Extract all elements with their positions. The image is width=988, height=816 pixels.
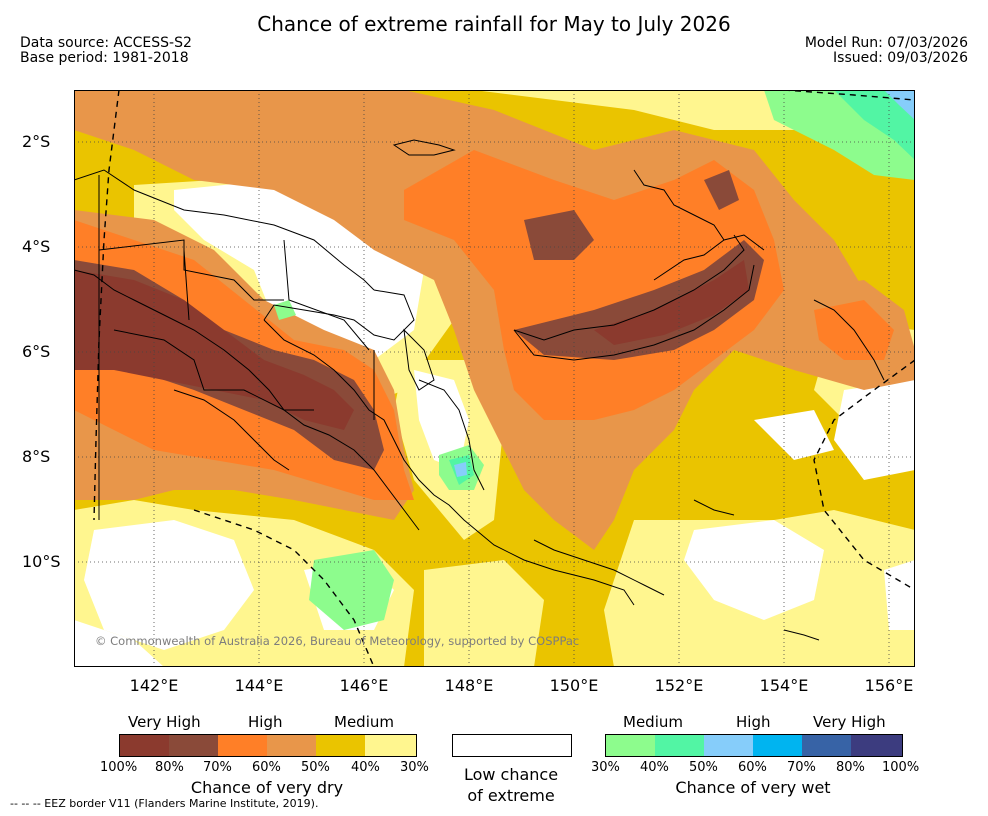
x-tick-142e: 142°E	[129, 676, 179, 695]
low-chance-line1: Low chance	[463, 765, 559, 784]
dry-pct-80: 80%	[155, 760, 184, 775]
wet-swatch-40-50	[655, 735, 704, 756]
wet-very-high-label: Very High	[813, 713, 886, 731]
dry-swatch-70-80	[169, 735, 218, 756]
dry-pct-100: 100%	[100, 760, 138, 775]
x-tick-150e: 150°E	[549, 676, 599, 695]
wet-pct-30: 30%	[591, 760, 620, 775]
data-source: Data source: ACCESS-S2	[20, 35, 192, 51]
wet-areas	[274, 90, 915, 630]
wet-high-label: High	[736, 713, 771, 731]
wet-swatch-70-80	[802, 735, 851, 756]
y-tick-6s: 6°S	[22, 342, 51, 361]
wet-medium-label: Medium	[623, 713, 683, 731]
dry-pct-60: 60%	[252, 760, 281, 775]
base-period: Base period: 1981-2018	[20, 50, 189, 66]
wet-pct-100: 100%	[882, 760, 920, 775]
y-tick-4s: 4°S	[22, 237, 51, 256]
x-tick-152e: 152°E	[654, 676, 704, 695]
y-tick-2s: 2°S	[22, 132, 51, 151]
dry-pct-70: 70%	[203, 760, 232, 775]
map-frame	[74, 90, 915, 667]
dry-swatch-30-40	[365, 735, 416, 756]
x-tick-144e: 144°E	[234, 676, 284, 695]
low-chance-line2: of extreme	[467, 786, 555, 805]
issued-date: Issued: 09/03/2026	[833, 50, 968, 66]
x-tick-148e: 148°E	[444, 676, 494, 695]
dry-swatch-40-50	[316, 735, 365, 756]
low-chance-caption: Low chance of extreme	[440, 764, 582, 806]
wet-swatch-80-100	[851, 735, 902, 756]
dry-80-100-areas	[74, 260, 749, 430]
x-tick-156e: 156°E	[864, 676, 914, 695]
dry-pct-40: 40%	[351, 760, 380, 775]
wet-swatch-60-70	[753, 735, 802, 756]
map-title: Chance of extreme rainfall for May to Ju…	[257, 12, 731, 36]
wet-pct-70: 70%	[787, 760, 816, 775]
dry-pct-50: 50%	[301, 760, 330, 775]
x-tick-154e: 154°E	[759, 676, 809, 695]
y-tick-8s: 8°S	[22, 447, 51, 466]
dry-medium-label: Medium	[334, 713, 394, 731]
dry-very-high-label: Very High	[128, 713, 201, 731]
eez-borders	[93, 90, 915, 667]
wet-swatch-30-40	[606, 735, 655, 756]
coastlines	[74, 139, 885, 641]
eez-border-note: -- -- -- EEZ border V11 (Flanders Marine…	[10, 797, 319, 810]
wet-pct-80: 80%	[836, 760, 865, 775]
run-info: Model Run: 07/03/2026 Issued: 09/03/2026	[805, 36, 968, 66]
dry-swatch-80-100	[120, 735, 169, 756]
wet-swatch-50-60	[704, 735, 753, 756]
wet-pct-40: 40%	[640, 760, 669, 775]
dry-caption: Chance of very dry	[190, 778, 344, 797]
source-info: Data source: ACCESS-S2 Base period: 1981…	[20, 36, 192, 66]
copyright-credit: © Commonwealth of Australia 2026, Bureau…	[95, 634, 580, 648]
graticule	[74, 90, 915, 667]
rainfall-map	[74, 90, 915, 667]
x-tick-146e: 146°E	[339, 676, 389, 695]
wet-pct-60: 60%	[738, 760, 767, 775]
dry-swatch-50-60	[267, 735, 316, 756]
dry-colorbar	[119, 734, 417, 757]
model-run: Model Run: 07/03/2026	[804, 35, 968, 51]
wet-colorbar	[605, 734, 903, 757]
low-chance-swatch	[452, 734, 572, 757]
dry-pct-30: 30%	[400, 760, 429, 775]
dry-swatch-60-70	[218, 735, 267, 756]
wet-pct-50: 50%	[689, 760, 718, 775]
dry-high-label: High	[248, 713, 283, 731]
wet-caption: Chance of very wet	[675, 778, 831, 797]
y-tick-10s: 10°S	[22, 552, 61, 571]
